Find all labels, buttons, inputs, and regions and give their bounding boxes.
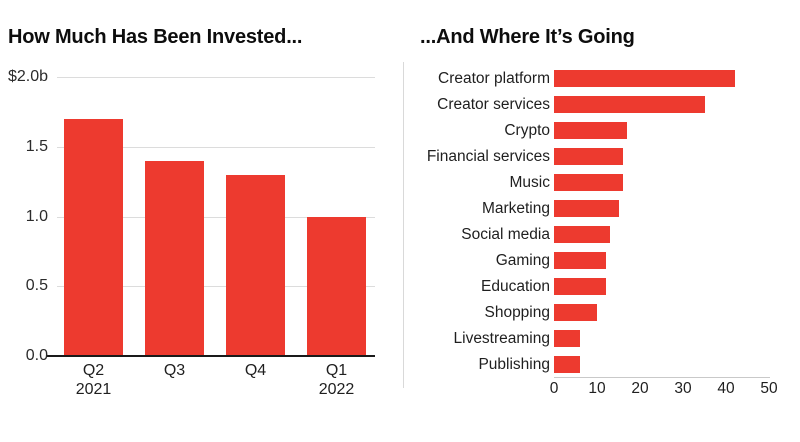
category-label-shopping: Shopping	[484, 304, 550, 321]
x-tick-label-20: 20	[631, 380, 649, 397]
bar-q4	[226, 174, 285, 355]
x-tick-label-q3: Q3	[163, 362, 186, 379]
category-label-creator-services: Creator services	[437, 96, 550, 113]
x-tick-label-q4: Q4	[244, 362, 267, 379]
bar-education	[554, 278, 606, 295]
category-label-social-media: Social media	[461, 226, 550, 243]
x-tick-label-50: 50	[760, 380, 778, 397]
gridline-2.0	[57, 77, 375, 78]
bar-shopping	[554, 304, 597, 321]
category-label-music: Music	[509, 174, 550, 191]
left-chart-title: How Much Has Been Invested...	[8, 26, 303, 48]
bar-q2-2021	[64, 118, 123, 355]
bar-q1-2022	[307, 216, 366, 355]
y-tick-label: 1.0	[25, 207, 48, 225]
category-label-crypto: Crypto	[504, 122, 550, 139]
bar-gaming	[554, 252, 606, 269]
gridline-1.0	[57, 216, 375, 218]
gridline-0.5	[57, 286, 375, 288]
bar-financial-services	[554, 148, 623, 165]
x-tick-label-0: 0	[549, 380, 559, 397]
x-tick-label-30: 30	[674, 380, 692, 397]
x-axis-line	[554, 377, 770, 378]
category-label-education: Education	[481, 278, 550, 295]
right-chart-title: ...And Where It’s Going	[420, 26, 635, 48]
category-label-publishing: Publishing	[478, 356, 550, 373]
bar-creator-services	[554, 96, 705, 113]
bar-crypto	[554, 122, 628, 139]
panel-divider	[403, 62, 404, 388]
category-label-marketing: Marketing	[481, 200, 550, 217]
x-tick-label-40: 40	[717, 380, 735, 397]
gridline-1.5	[57, 146, 375, 148]
category-label-livestreaming: Livestreaming	[453, 330, 551, 347]
bar-livestreaming	[554, 330, 580, 347]
x-tick-label-q1-2022: Q1 2022	[318, 362, 355, 398]
y-tick-label: 0.5	[25, 277, 48, 295]
x-axis-line	[46, 355, 375, 357]
bar-social-media	[554, 226, 610, 243]
y-tick-label: 1.5	[25, 137, 48, 155]
category-label-gaming: Gaming	[495, 252, 550, 269]
y-tick-label: 0.0	[25, 347, 48, 364]
category-label-financial-services: Financial services	[426, 148, 550, 165]
bar-q3	[145, 160, 204, 355]
x-tick-label-q2-2021: Q2 2021	[75, 362, 112, 398]
bar-creator-platform	[554, 70, 735, 87]
bar-music	[554, 174, 623, 191]
bar-marketing	[554, 200, 619, 217]
y-tick-label: $2.0b	[7, 68, 48, 85]
category-label-creator-platform: Creator platform	[438, 70, 550, 87]
x-tick-label-10: 10	[588, 380, 606, 397]
bar-publishing	[554, 356, 580, 373]
